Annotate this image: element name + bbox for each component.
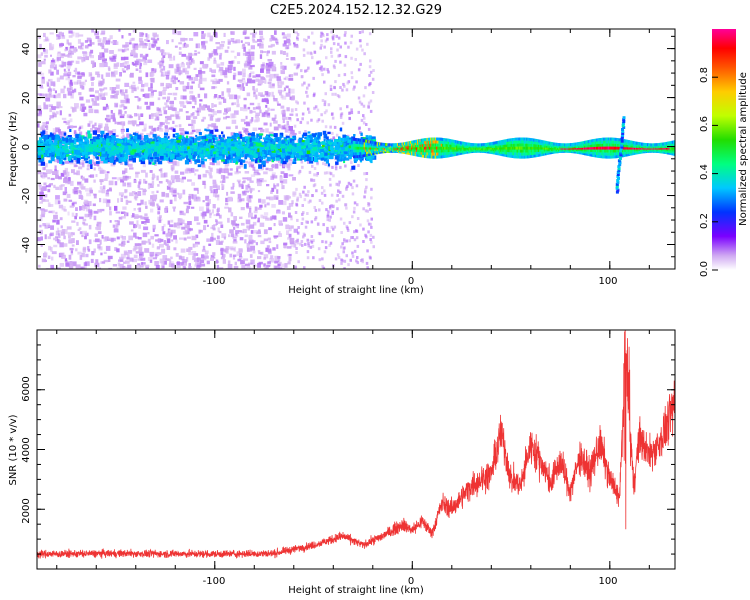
colorbar-gradient xyxy=(712,29,736,270)
colorbar-ticks xyxy=(712,76,718,271)
snr-panel: -100 0 100 2000 4000 6000 Height of stra… xyxy=(8,329,676,596)
colorbar-tick-label: 0.6 xyxy=(699,116,710,132)
figure-title: C2E5.2024.152.12.32.G29 xyxy=(270,3,442,18)
snr-xtick-label: -100 xyxy=(203,576,226,587)
snr-frame xyxy=(36,329,676,570)
snr-ytick-label: 4000 xyxy=(21,437,32,462)
snr-ytick-label: 6000 xyxy=(21,376,32,401)
spectrogram-ytick-label: 40 xyxy=(21,43,32,56)
spectrogram-frame xyxy=(36,28,676,270)
spectrogram-ylabel: Frequency (Hz) xyxy=(8,111,19,187)
colorbar-tick-label: 0.0 xyxy=(699,261,710,277)
colorbar-tick-label: 0.2 xyxy=(699,213,710,229)
colorbar-tick-label: 0.4 xyxy=(699,164,710,180)
spectrogram-xlabel: Height of straight line (km) xyxy=(288,285,424,296)
snr-ytick-label: 2000 xyxy=(21,498,32,523)
spectrogram-xtick-label: -100 xyxy=(203,276,226,287)
spectrogram-ticks xyxy=(37,29,675,270)
colorbar: 0.0 0.2 0.4 0.6 0.8 Normalized spectral … xyxy=(699,29,749,277)
snr-xtick-label: 100 xyxy=(598,576,617,587)
snr-ylabel: SNR (10 * v/v) xyxy=(8,414,19,485)
spectrogram-ytick-label: 0 xyxy=(21,144,32,150)
spectrogram-ytick-label: 20 xyxy=(21,92,32,105)
colorbar-label: Normalized spectral amplitude xyxy=(738,72,749,226)
snr-series-line xyxy=(37,330,675,559)
spectrogram-image xyxy=(37,29,675,269)
colorbar-tick-label: 0.8 xyxy=(699,67,710,83)
snr-xlabel: Height of straight line (km) xyxy=(288,585,424,596)
spectrogram-xtick-label: 0 xyxy=(408,276,414,287)
snr-xtick-label: 0 xyxy=(408,576,414,587)
spectrogram-xtick-label: 100 xyxy=(598,276,617,287)
spectrogram-ytick-label: -40 xyxy=(21,237,32,253)
spectrogram-ytick-label: -20 xyxy=(21,188,32,204)
spectrogram-panel: -100 0 100 -40 -20 0 20 40 Height of str… xyxy=(8,28,676,296)
snr-ticks xyxy=(37,329,675,570)
